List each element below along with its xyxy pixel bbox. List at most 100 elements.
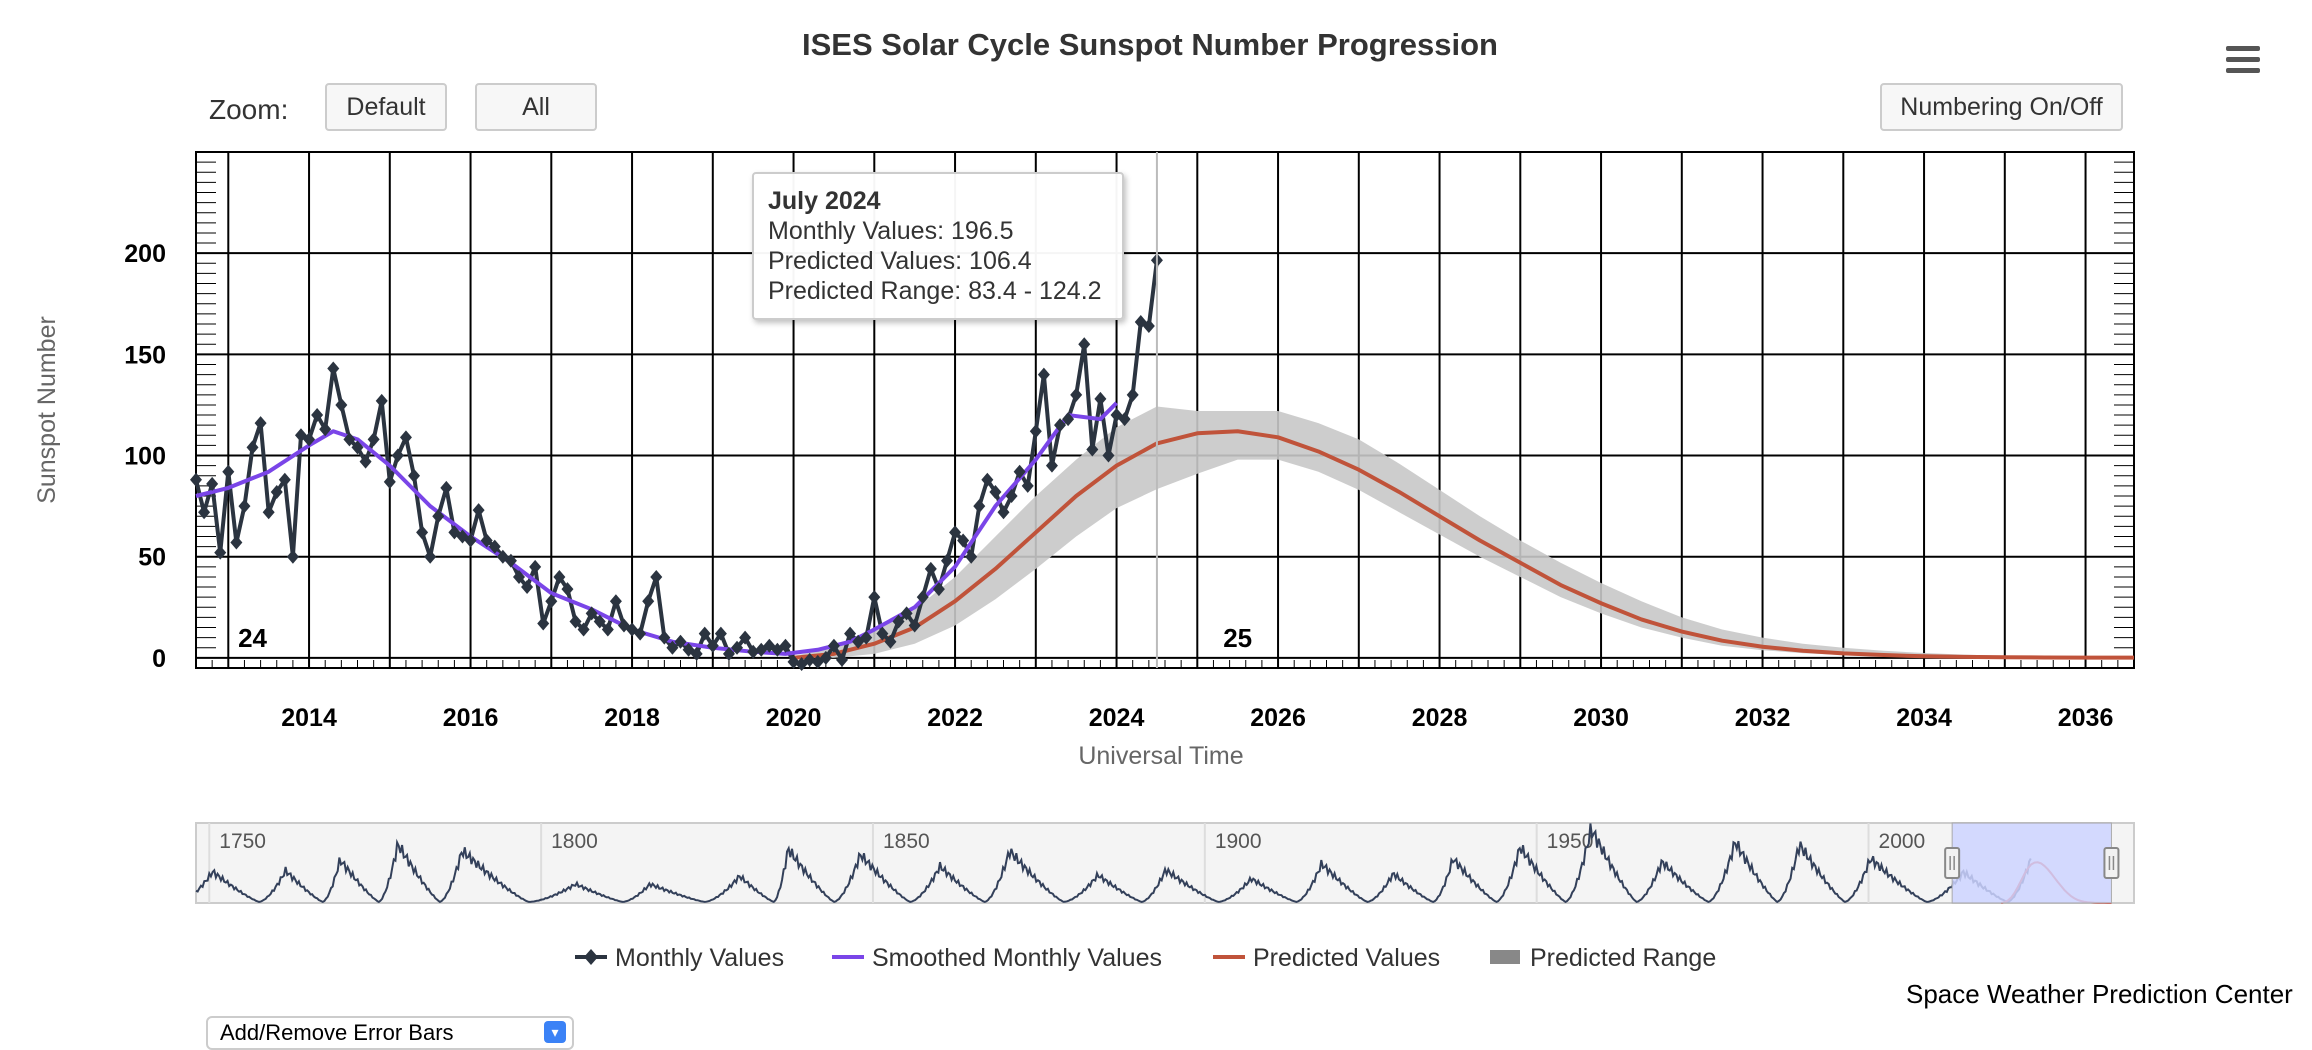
monthly-point [343,432,356,447]
monthly-point [844,626,857,641]
monthly-point [1037,367,1050,382]
zoom-default-button[interactable]: Default [325,83,447,131]
monthly-point [779,638,792,653]
monthly-point [198,505,211,520]
y-tick-label: 0 [152,645,166,673]
monthly-point [222,464,235,479]
monthly-point [513,569,525,584]
legend-monthly-values[interactable]: Monthly Values [575,944,784,972]
monthly-point [553,569,566,584]
monthly-point [1078,337,1091,352]
x-tick-label: 2028 [1412,704,1468,732]
monthly-point [416,525,429,540]
monthly-point [1126,387,1139,402]
monthly-point [206,476,219,491]
legend-marker [584,949,598,965]
monthly-point [529,559,542,574]
monthly-point [537,616,550,631]
monthly-point [957,533,970,548]
monthly-point [787,654,800,669]
monthly-point [214,545,227,560]
monthly-point [335,397,348,412]
x-tick-label: 2034 [1896,704,1952,732]
error-bars-select[interactable]: Add/Remove Error Bars ▾ [206,1016,574,1050]
monthly-point [892,614,905,629]
monthly-point [569,614,582,629]
monthly-point [359,454,372,469]
navigator-handle-right[interactable] [2103,847,2120,879]
monthly-point [504,553,517,568]
monthly-point [585,606,598,621]
monthly-point [1070,387,1083,402]
navigator-line [195,823,2032,904]
monthly-point [424,549,437,564]
monthly-point [577,622,590,637]
monthly-point [488,539,501,554]
legend-label: Predicted Range [1530,944,1716,972]
navigator-tick-label: 2000 [1879,830,1926,853]
monthly-point [981,472,994,487]
monthly-point [1013,464,1026,479]
x-tick-label: 2032 [1735,704,1791,732]
monthly-point [609,594,622,609]
navigator[interactable]: 1750 1800 1850 1900 1950 2000 [195,822,2135,904]
monthly-point [916,590,929,605]
monthly-point [472,503,485,518]
navigator-selection [1951,822,2112,904]
navigator-tick-label: 1900 [1215,830,1262,853]
y-axis-label: Sunspot Number [33,316,61,504]
x-tick-label: 2030 [1573,704,1629,732]
monthly-point [706,638,719,653]
monthly-point [634,626,647,641]
monthly-point [545,594,558,609]
monthly-point [658,630,671,645]
navigator-handle-left[interactable] [1944,847,1961,879]
legend-predicted-range[interactable]: Predicted Range [1490,944,1716,972]
monthly-point [868,590,881,605]
monthly-point [747,644,760,659]
monthly-point [1045,458,1058,473]
monthly-point [1021,478,1034,493]
legend-label: Predicted Values [1253,944,1440,972]
monthly-point [827,638,840,653]
monthly-point [876,626,889,641]
monthly-point [593,614,606,629]
y-tick-label: 50 [138,544,166,572]
zoom-all-button[interactable]: All [475,83,597,131]
legend-smoothed-values[interactable]: Smoothed Monthly Values [832,944,1162,972]
monthly-point [989,484,1002,499]
hamburger-menu-icon[interactable] [2226,46,2260,76]
legend-label: Smoothed Monthly Values [872,944,1162,972]
tooltip-monthly: Monthly Values: 196.5 [768,217,1014,245]
monthly-point [836,652,848,667]
chevron-down-icon: ▾ [544,1021,566,1043]
tooltip-predicted: Predicted Values: 106.4 [768,247,1032,275]
monthly-point [521,580,534,595]
monthly-point [1118,412,1131,427]
monthly-point [432,509,445,524]
y-tick-label: 150 [124,341,166,369]
cycle-label: 24 [238,623,267,653]
tooltip: July 2024 Monthly Values: 196.5 Predicte… [752,172,1124,320]
monthly-point [1062,412,1075,427]
error-bars-label: Add/Remove Error Bars [220,1020,454,1045]
credits[interactable]: Space Weather Prediction Center [1906,979,2293,1009]
plot-area: 0 50 100 150 200 2014 2016 2018 2020 2022 2024 2026… [124,151,2135,732]
monthly-point [1005,489,1018,503]
legend-predicted-values[interactable]: Predicted Values [1213,944,1440,972]
monthly-point [714,626,727,641]
chart-title: ISES Solar Cycle Sunspot Number Progress… [802,27,1498,62]
monthly-point [690,646,703,661]
x-tick-label: 2022 [927,704,983,732]
numbering-toggle-button[interactable]: Numbering On/Off [1880,83,2123,131]
monthly-point [367,432,380,447]
monthly-point [408,468,421,483]
monthly-point [650,569,663,584]
monthly-point [601,622,614,637]
monthly-point [383,474,396,489]
monthly-point [965,549,978,564]
monthly-point [997,505,1010,520]
monthly-point [230,535,243,550]
cycle-label: 25 [1223,623,1252,653]
y-tick-label: 200 [124,240,166,268]
